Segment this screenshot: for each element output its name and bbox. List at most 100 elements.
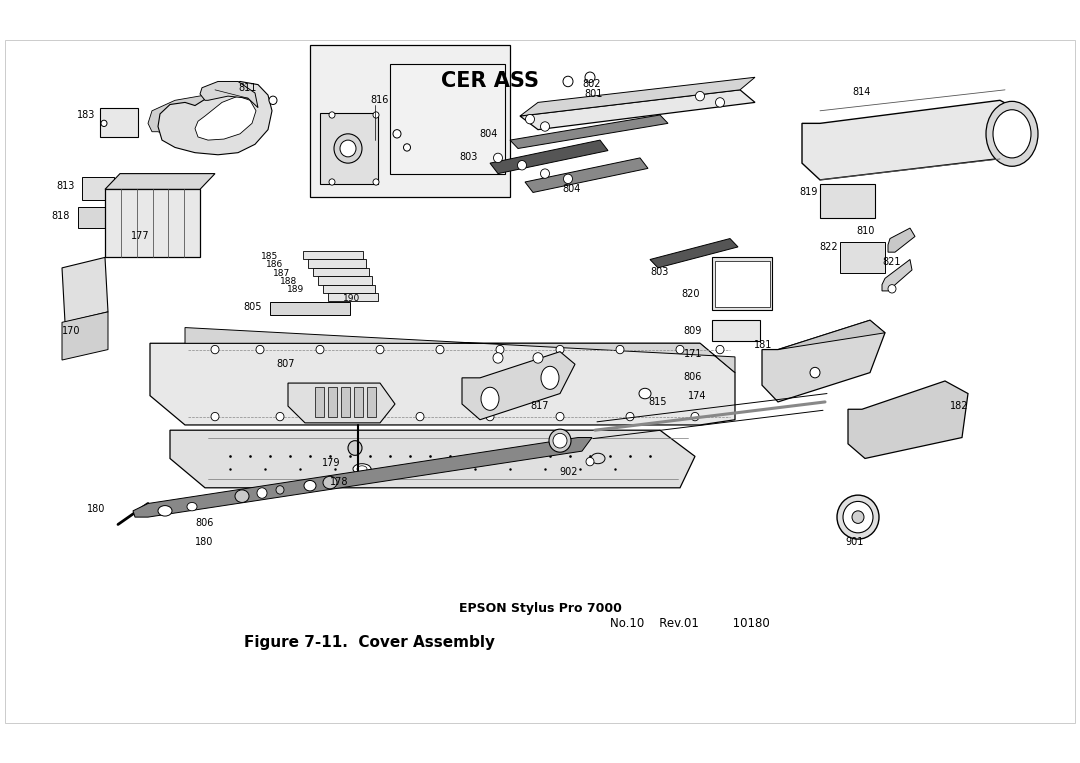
Text: 171: 171 (684, 349, 702, 359)
Text: 182: 182 (950, 401, 969, 411)
Text: 802: 802 (582, 79, 600, 89)
Bar (390, 63, 505, 174)
Text: 820: 820 (681, 289, 700, 299)
Polygon shape (519, 77, 755, 116)
Text: Revision B: Revision B (982, 10, 1071, 24)
Text: CER ASS: CER ASS (441, 72, 539, 92)
Ellipse shape (303, 481, 316, 491)
Text: 183: 183 (77, 110, 95, 120)
Ellipse shape (517, 160, 527, 170)
Polygon shape (462, 352, 575, 420)
Text: 816: 816 (370, 95, 389, 105)
Polygon shape (105, 174, 215, 189)
Text: 188: 188 (280, 277, 297, 286)
Ellipse shape (211, 412, 219, 420)
Ellipse shape (158, 506, 172, 516)
Polygon shape (650, 239, 738, 268)
Text: 818: 818 (52, 211, 70, 221)
Text: 225: 225 (1039, 739, 1071, 753)
Ellipse shape (373, 112, 379, 118)
Polygon shape (133, 437, 592, 517)
Bar (840, 242, 885, 273)
Polygon shape (62, 312, 108, 360)
Bar (323, 285, 375, 293)
Ellipse shape (256, 346, 264, 354)
Ellipse shape (496, 346, 504, 354)
Text: 811: 811 (238, 82, 256, 93)
Ellipse shape (329, 179, 335, 185)
Ellipse shape (357, 465, 367, 472)
Ellipse shape (541, 366, 559, 389)
Ellipse shape (346, 412, 354, 420)
Ellipse shape (269, 96, 276, 105)
Polygon shape (510, 115, 669, 149)
Ellipse shape (526, 114, 535, 124)
Text: 801: 801 (584, 89, 603, 99)
Bar (308, 259, 366, 268)
Text: 817: 817 (530, 401, 549, 411)
Text: 190: 190 (342, 294, 360, 303)
Ellipse shape (316, 346, 324, 354)
Ellipse shape (376, 346, 384, 354)
Text: 179: 179 (322, 458, 340, 468)
Bar (820, 184, 875, 217)
Bar (712, 257, 772, 310)
Text: 807: 807 (276, 359, 295, 369)
Text: 804: 804 (562, 185, 580, 195)
Ellipse shape (393, 130, 401, 138)
Bar (303, 251, 363, 259)
Bar (367, 388, 376, 417)
Bar (78, 207, 106, 228)
Text: 810: 810 (856, 226, 875, 237)
Text: 181: 181 (754, 340, 772, 350)
Text: 805: 805 (243, 301, 262, 311)
Text: 803: 803 (651, 267, 670, 277)
Text: 822: 822 (820, 242, 838, 252)
Text: No.10    Rev.01         10180: No.10 Rev.01 10180 (610, 617, 770, 630)
Text: 170: 170 (62, 326, 81, 336)
Ellipse shape (715, 98, 725, 107)
Polygon shape (802, 100, 1020, 180)
Text: 901: 901 (846, 537, 864, 547)
Ellipse shape (235, 490, 249, 503)
Ellipse shape (481, 388, 499, 410)
Ellipse shape (986, 101, 1038, 166)
Ellipse shape (563, 76, 573, 87)
Text: 804: 804 (480, 129, 498, 139)
Text: Figure 7-11.  Cover Assembly: Figure 7-11. Cover Assembly (244, 636, 496, 650)
Ellipse shape (852, 511, 864, 523)
Text: 815: 815 (648, 397, 666, 407)
Ellipse shape (696, 92, 704, 101)
Polygon shape (185, 327, 735, 372)
Bar (313, 268, 369, 276)
Ellipse shape (102, 121, 107, 127)
Ellipse shape (353, 464, 372, 474)
Ellipse shape (416, 412, 424, 420)
Ellipse shape (564, 174, 572, 184)
Ellipse shape (329, 112, 335, 118)
Polygon shape (150, 343, 735, 425)
Polygon shape (848, 381, 968, 459)
Ellipse shape (716, 346, 724, 354)
Bar (328, 293, 378, 301)
Ellipse shape (334, 134, 362, 163)
Text: 821: 821 (882, 256, 901, 266)
Polygon shape (158, 82, 272, 155)
Text: 180: 180 (195, 537, 214, 547)
Ellipse shape (494, 153, 502, 163)
Text: 180: 180 (86, 504, 105, 513)
Polygon shape (62, 257, 108, 322)
Bar (320, 113, 378, 184)
Polygon shape (490, 140, 608, 174)
Text: EPSON Stylus Pro 7000: EPSON Stylus Pro 7000 (9, 10, 207, 24)
Ellipse shape (556, 346, 564, 354)
Ellipse shape (553, 433, 567, 448)
Bar (82, 177, 114, 200)
Text: 187: 187 (273, 269, 291, 278)
Ellipse shape (276, 412, 284, 420)
Text: 806: 806 (195, 518, 214, 529)
Bar (354, 388, 363, 417)
Ellipse shape (691, 412, 699, 420)
Ellipse shape (585, 72, 595, 82)
Ellipse shape (340, 140, 356, 157)
